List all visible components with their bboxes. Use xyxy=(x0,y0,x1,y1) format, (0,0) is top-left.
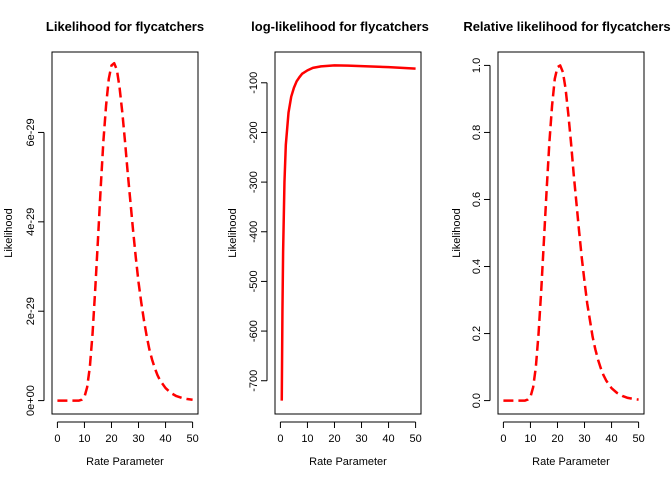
y-tick-label: 2e-29 xyxy=(25,297,37,325)
x-tick-label: 20 xyxy=(328,433,340,445)
plot-frame xyxy=(274,51,422,415)
y-axis-label: Likelihood xyxy=(227,208,239,258)
series-line xyxy=(503,64,639,402)
x-tick-label: 50 xyxy=(409,433,421,445)
series-line xyxy=(57,61,193,402)
x-tick-label: 20 xyxy=(105,433,117,445)
y-tick-label: -300 xyxy=(248,171,260,193)
y-tick-label: 0.4 xyxy=(471,259,483,274)
y-tick-label: -200 xyxy=(248,121,260,143)
x-tick-label: 40 xyxy=(382,433,394,445)
series-line xyxy=(280,64,416,401)
plot-frame xyxy=(51,51,199,415)
chart-panel-3: Relative likelihood for flycatchers 0 10 20… xyxy=(451,19,671,468)
y-axis-label: Likelihood xyxy=(3,208,15,258)
chart-title: Likelihood for flycatchers xyxy=(46,19,204,34)
y-tick-label: -100 xyxy=(248,72,260,94)
x-tick-label: 0 xyxy=(54,433,60,445)
y-tick-label: 6e-29 xyxy=(25,118,37,146)
x-tick-label: 0 xyxy=(500,433,506,445)
x-tick-label: 30 xyxy=(132,433,144,445)
x-tick-label: 30 xyxy=(578,433,590,445)
y-tick-label: 0.0 xyxy=(471,393,483,408)
chart-panel-2: log-likelihood for flycatchers 0 10 20 30 40 5… xyxy=(227,19,429,468)
x-tick-label: 20 xyxy=(551,433,563,445)
y-tick-label: 0.8 xyxy=(471,125,483,140)
y-tick-label: -500 xyxy=(248,270,260,292)
y-tick-label: -600 xyxy=(248,320,260,342)
x-tick-label: 50 xyxy=(632,433,644,445)
x-tick-label: 40 xyxy=(159,433,171,445)
x-tick-label: 10 xyxy=(78,433,90,445)
chart-title: Relative likelihood for flycatchers xyxy=(463,19,670,34)
chart-panel-1: Likelihood for flycatchers 0 10 20 30 40 50 Rat… xyxy=(3,19,204,468)
x-tick-label: 30 xyxy=(355,433,367,445)
y-tick-label: 0.2 xyxy=(471,326,483,341)
y-tick-label: -400 xyxy=(248,221,260,243)
y-tick-label: 0.6 xyxy=(471,192,483,207)
y-tick-label: 1.0 xyxy=(471,58,483,73)
x-axis-label: Rate Parameter xyxy=(532,456,610,468)
x-tick-label: 0 xyxy=(277,433,283,445)
y-tick-label: 4e-29 xyxy=(25,208,37,236)
y-axis-label: Likelihood xyxy=(451,208,463,258)
x-tick-label: 10 xyxy=(301,433,313,445)
y-tick-label: 0e+00 xyxy=(25,385,37,416)
chart-title: log-likelihood for flycatchers xyxy=(251,19,429,34)
x-axis-label: Rate Parameter xyxy=(86,456,164,468)
x-tick-label: 40 xyxy=(605,433,617,445)
x-tick-label: 50 xyxy=(186,433,198,445)
plot-frame xyxy=(497,51,645,415)
x-tick-label: 10 xyxy=(524,433,536,445)
x-axis-label: Rate Parameter xyxy=(309,456,387,468)
y-tick-label: -700 xyxy=(248,370,260,392)
